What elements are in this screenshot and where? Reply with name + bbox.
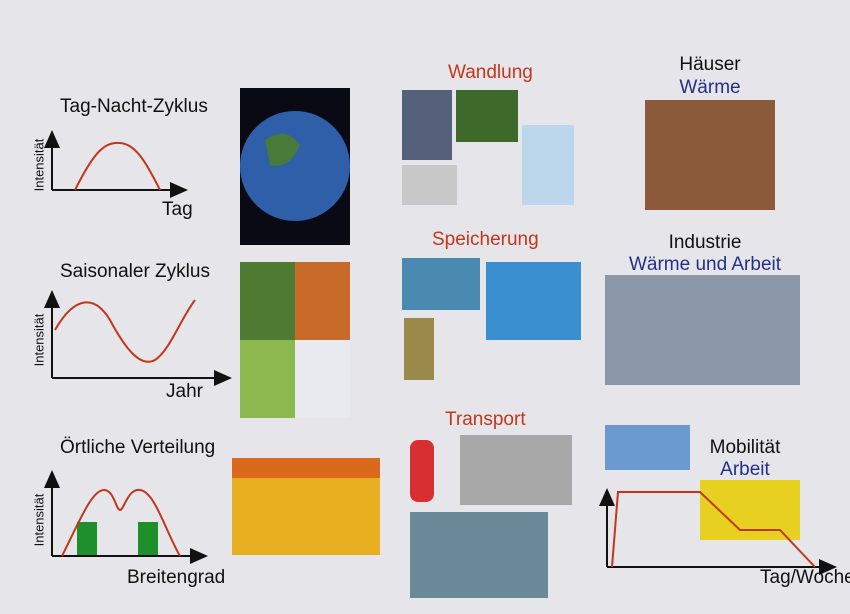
section-subtitle: Wärme und Arbeit xyxy=(629,254,782,275)
axis-label: Intensität xyxy=(31,138,46,191)
image xyxy=(456,90,518,142)
image xyxy=(240,262,295,340)
image xyxy=(402,165,457,205)
image xyxy=(486,262,581,340)
section-title: Industrie xyxy=(669,232,742,253)
section-label: Speicherung xyxy=(432,229,539,250)
image xyxy=(410,440,434,502)
image xyxy=(404,318,434,380)
axis-label: Intensität xyxy=(31,313,46,366)
image xyxy=(295,262,350,340)
curve xyxy=(55,300,195,362)
image xyxy=(605,425,690,470)
axis-label: Tag/Woche xyxy=(760,567,850,588)
panel-title: Tag-Nacht-Zyklus xyxy=(60,96,208,117)
axis-label: Tag xyxy=(162,199,193,220)
axis-label: Jahr xyxy=(166,381,204,402)
axis-label: Breitengrad xyxy=(127,567,225,588)
panel-title: Saisonaler Zyklus xyxy=(60,261,210,282)
curve xyxy=(75,143,160,190)
image xyxy=(645,100,775,210)
image xyxy=(410,512,548,598)
diagram: Tag-Nacht-Zyklus Intensität Tag Saisonal… xyxy=(0,0,850,614)
section-title: Häuser xyxy=(679,54,741,75)
image xyxy=(460,435,572,505)
map-image xyxy=(232,458,380,478)
axis-label: Intensität xyxy=(31,493,46,546)
section-label: Transport xyxy=(445,409,526,430)
image xyxy=(295,340,350,418)
section-subtitle: Arbeit xyxy=(720,459,770,480)
image xyxy=(605,275,800,385)
section-label: Wandlung xyxy=(448,62,533,83)
band xyxy=(77,522,97,556)
image xyxy=(402,90,452,160)
globe xyxy=(240,111,350,221)
section-subtitle: Wärme xyxy=(679,77,740,98)
section-title: Mobilität xyxy=(710,437,781,458)
band xyxy=(138,522,158,556)
image xyxy=(522,125,574,205)
image xyxy=(240,340,295,418)
panel-title: Örtliche Verteilung xyxy=(60,437,215,458)
image xyxy=(402,258,480,310)
